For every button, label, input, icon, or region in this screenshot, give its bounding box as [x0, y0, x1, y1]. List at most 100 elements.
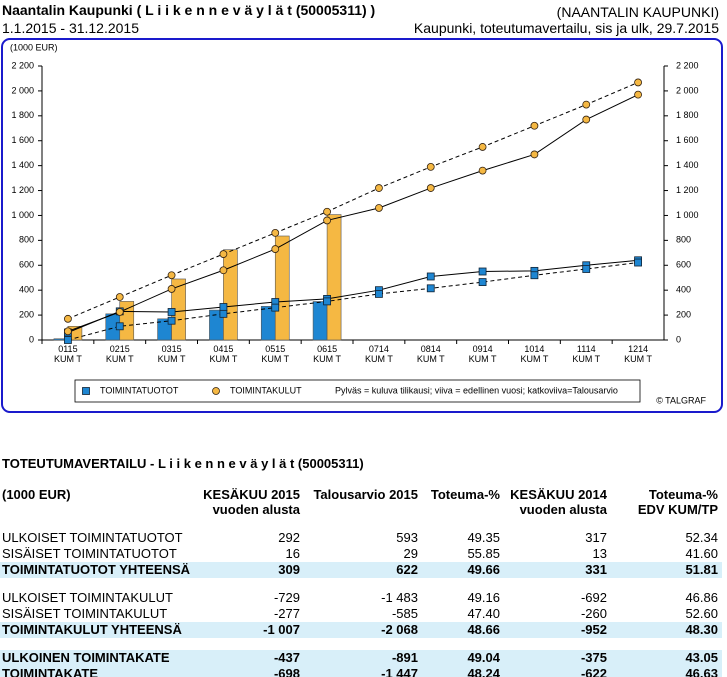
table-cell: TOIMINTATUOTOT YHTEENSÄ — [2, 562, 191, 577]
table-cell: -375 — [580, 650, 607, 665]
y2-tick-label: 200 — [676, 309, 691, 319]
line-marker — [375, 204, 383, 212]
legend-marker — [82, 387, 90, 395]
table-cell: 52.34 — [685, 530, 718, 545]
x-tick-label: 1014 KUM T — [520, 344, 549, 364]
legend-box — [74, 379, 641, 403]
chart-frame — [1, 38, 723, 413]
table-cell: 48.66 — [467, 622, 500, 637]
table-cell: 49.35 — [467, 530, 500, 545]
line-marker — [167, 308, 176, 316]
table-row: ULKOISET TOIMINTAKULUT -729 -1 483 49.16 -69… — [0, 590, 722, 606]
credit: © TALGRAF — [656, 395, 706, 405]
y2-tick-label: 2 200 — [676, 60, 699, 70]
line-marker — [426, 272, 435, 281]
table-cell: -952 — [580, 622, 607, 637]
y2-tick-label: 2 000 — [676, 85, 699, 95]
table-row: ULKOISET TOIMINTATUOTOT 292 593 49.35 317 52.… — [0, 530, 722, 546]
x-tick-label: 1214 KUM T — [624, 344, 652, 364]
bar — [274, 235, 290, 341]
y2-tick-label: 600 — [676, 260, 691, 270]
legend-note: Pylväs = kuluva tilikausi; viiva = edell… — [335, 385, 618, 395]
line-marker — [167, 271, 176, 280]
line-marker — [582, 100, 591, 109]
table-cell: 622 — [396, 562, 418, 577]
line — [67, 81, 639, 320]
x-tick-label: 0215 KUM T — [105, 344, 134, 364]
y-tick-label: 400 — [19, 285, 34, 295]
table-cell: -698 — [273, 666, 300, 677]
header-cell: (1000 EUR) — [2, 487, 71, 502]
unit-label: (1000 EUR) — [10, 42, 58, 52]
table-cell: 55.85 — [467, 546, 500, 561]
legend-label: TOIMINTATUOTOT — [100, 385, 179, 395]
report-name: Kaupunki, toteutumavertailu, sis ja ulk,… — [413, 20, 719, 36]
table-cell: 593 — [396, 530, 418, 545]
y-tick-label: 0 — [29, 334, 34, 344]
table-cell: 49.04 — [467, 650, 500, 665]
y2-tick-label: 1 400 — [676, 160, 699, 170]
line-marker — [582, 265, 591, 273]
legend-label: TOIMINTAKULUT — [230, 385, 302, 395]
bar — [312, 301, 328, 341]
table-cell: 46.86 — [685, 590, 718, 605]
x-tick-label: 0115 KUM T — [53, 344, 82, 364]
y-tick-label: 1 800 — [11, 110, 34, 120]
table-cell: -692 — [580, 590, 607, 605]
table-cell: 48.24 — [467, 666, 500, 677]
table-cell: -1 447 — [381, 666, 418, 677]
table-cell: SISÄISET TOIMINTAKULUT — [2, 606, 168, 621]
header-cell: Toteuma-% — [430, 487, 500, 502]
table-title: TOTEUTUMAVERTAILU - L i i k e n n e v ä … — [2, 456, 364, 471]
table-cell: SISÄISET TOIMINTATUOTOT — [2, 546, 177, 561]
x-tick-label: 0515 KUM T — [261, 344, 290, 364]
table: TOTEUTUMAVERTAILU - L i i k e n n e v ä … — [0, 456, 722, 677]
line-marker — [426, 284, 435, 293]
line-marker — [64, 327, 72, 336]
line-marker — [634, 90, 642, 99]
x-tick-label: 0914 KUM T — [468, 344, 497, 364]
total-row: TOIMINTAKATE -698 -1 447 48.24 -622 46.63 — [0, 666, 722, 677]
table-cell: -2 068 — [381, 622, 418, 637]
y-tick-label: 800 — [19, 235, 34, 245]
line-marker — [64, 314, 72, 323]
y-tick-label: 1 400 — [11, 160, 34, 170]
table-cell: 13 — [592, 546, 607, 561]
table-cell: -277 — [273, 606, 300, 621]
table-cell: -1 007 — [263, 622, 300, 637]
y-tick-label: 600 — [19, 260, 34, 270]
line-marker — [634, 78, 642, 87]
y-tick-label: 1 600 — [11, 135, 34, 145]
line-marker — [115, 322, 124, 331]
line — [67, 262, 639, 341]
table-cell: 309 — [278, 562, 300, 577]
bar — [326, 214, 342, 341]
line-marker — [634, 258, 642, 267]
line-marker — [167, 285, 176, 293]
table-cell: ULKOISET TOIMINTAKULUT — [2, 590, 173, 605]
line-marker — [271, 303, 280, 312]
line-marker — [271, 245, 280, 253]
table-cell: ULKOISET TOIMINTATUOTOT — [2, 530, 183, 545]
table-cell: 41.60 — [685, 546, 718, 561]
table-cell: -1 483 — [381, 590, 418, 605]
table-cell: -585 — [391, 606, 418, 621]
table-cell: -729 — [273, 590, 300, 605]
line-marker — [219, 303, 228, 311]
table-cell: 16 — [285, 546, 300, 561]
y2-tick-label: 1 000 — [676, 210, 699, 220]
line — [67, 94, 639, 332]
line-marker — [115, 293, 124, 301]
line-marker — [219, 250, 228, 258]
y2-tick-label: 1 800 — [676, 110, 699, 120]
total-row: TOIMINTAKULUT YHTEENSÄ -1 007 -2 068 48.66 -… — [0, 622, 722, 638]
table-header: (1000 EUR) KESÄKUU 2015 vuoden alusta Talo… — [0, 487, 722, 518]
table-cell: 51.81 — [685, 562, 718, 577]
line-marker — [115, 308, 124, 316]
table-row: SISÄISET TOIMINTATUOTOT 16 29 55.85 13 41.60 — [0, 546, 722, 562]
table-cell: TOIMINTAKATE — [2, 666, 99, 677]
x-tick-label: 0714 KUM T — [364, 344, 393, 364]
legend-marker — [212, 387, 220, 395]
table-row: SISÄISET TOIMINTAKULUT -277 -585 47.40 -260 5… — [0, 606, 722, 622]
table-cell: ULKOINEN TOIMINTAKATE — [2, 650, 170, 665]
